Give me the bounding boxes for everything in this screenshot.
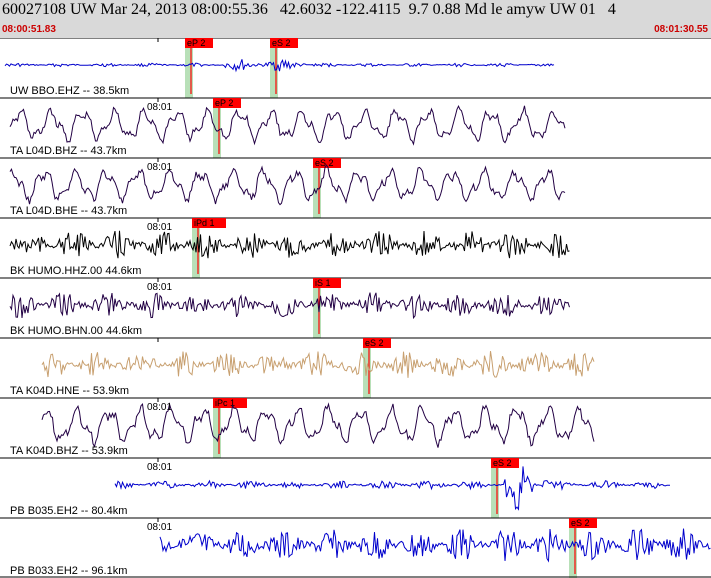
trace-channel-label: BK HUMO.HHZ.00 44.6km: [10, 265, 141, 277]
pick-label: eS 2: [365, 338, 384, 348]
pick-label: eS 2: [493, 458, 512, 468]
pick-window-band: [270, 42, 278, 98]
trace-time-label: 08:01: [147, 162, 172, 173]
trace-channel-label: TA L04D.BHZ -- 43.7km: [10, 145, 127, 157]
trace-channel-label: PB B033.EH2 -- 96.1km: [10, 565, 127, 577]
trace-channel-label: TA K04D.BHZ -- 53.9km: [10, 445, 128, 457]
waveform-trace[interactable]: [9, 292, 570, 320]
pick-marker[interactable]: [192, 218, 226, 228]
trace-time-label: 08:01: [147, 522, 172, 533]
event-header: 60027108 UW Mar 24, 2013 08:00:55.36 42.…: [0, 0, 711, 38]
pick-marker[interactable]: [213, 398, 247, 408]
pick-window-band: [569, 522, 577, 578]
trace-time-label: 08:01: [147, 282, 172, 293]
pick-marker[interactable]: [313, 158, 341, 168]
pick-label: eS 2: [315, 158, 334, 168]
pick-marker[interactable]: [313, 278, 341, 288]
pick-window-band: [185, 42, 193, 98]
waveform-trace[interactable]: [114, 466, 670, 511]
trace-time-label: 08:01: [147, 102, 172, 113]
pick-window-band: [491, 462, 499, 518]
start-time-label: 08:00:51.83: [2, 24, 56, 35]
pick-marker[interactable]: [185, 38, 213, 48]
trace-time-label: 08:01: [147, 402, 172, 413]
pick-label: iPd 1: [194, 218, 215, 228]
end-time-label: 08:01:30.55: [654, 24, 708, 35]
pick-label: iS 1: [315, 278, 331, 288]
pick-label: eS 2: [571, 518, 590, 528]
event-title: 60027108 UW Mar 24, 2013 08:00:55.36 42.…: [2, 1, 616, 18]
trace-time-label: 08:01: [147, 222, 172, 233]
trace-channel-label: TA K04D.HNE -- 53.9km: [10, 385, 129, 397]
pick-marker[interactable]: [569, 518, 597, 528]
trace-channel-label: TA L04D.BHE -- 43.7km: [10, 205, 127, 217]
waveform-trace[interactable]: [41, 402, 595, 448]
trace-channel-label: UW BBO.EHZ -- 38.5km: [10, 85, 129, 97]
pick-window-band: [213, 402, 221, 458]
pick-label: iPc 1: [215, 398, 235, 408]
waveform-trace[interactable]: [159, 528, 711, 563]
waveform-trace[interactable]: [41, 351, 595, 378]
pick-label: eP 2: [187, 38, 205, 48]
pick-marker[interactable]: [213, 98, 241, 108]
pick-marker[interactable]: [363, 338, 391, 348]
trace-channel-label: PB B035.EH2 -- 80.4km: [10, 505, 127, 517]
waveform-trace[interactable]: [4, 58, 555, 73]
pick-marker[interactable]: [270, 38, 298, 48]
pick-marker[interactable]: [491, 458, 519, 468]
waveform-trace[interactable]: [9, 230, 570, 259]
waveform-trace[interactable]: [9, 105, 566, 146]
trace-time-label: 08:01: [147, 462, 172, 473]
seismogram-panel[interactable]: eP 2 eS 2 UW BBO.EHZ -- 38.5km eP 2 08:01 TA …: [0, 38, 711, 578]
pick-window-band: [313, 282, 321, 338]
trace-channel-label: BK HUMO.BHN.00 44.6km: [10, 325, 142, 337]
waveform-trace[interactable]: [9, 164, 566, 206]
pick-window-band: [213, 102, 221, 158]
pick-label: eS 2: [272, 38, 291, 48]
pick-label: eP 2: [215, 98, 233, 108]
